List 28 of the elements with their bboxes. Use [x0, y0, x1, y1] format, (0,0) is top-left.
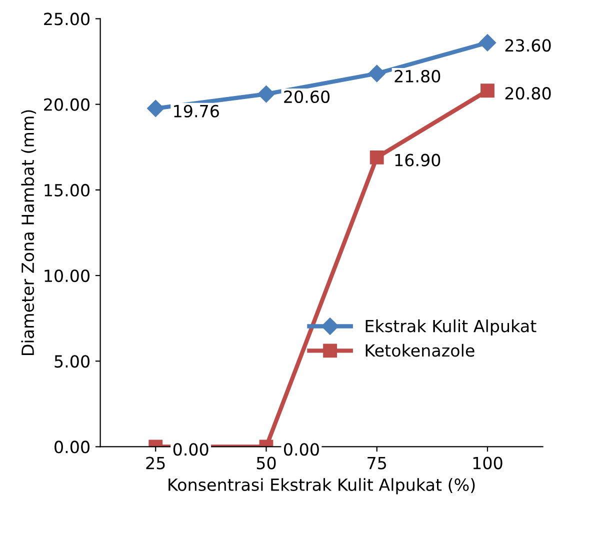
- legend-label: Ketokenazole: [366, 344, 474, 357]
- data-label: 20.80: [505, 87, 551, 100]
- y-axis-title: Diameter Zona Hambat (mm): [21, 110, 36, 356]
- y-tick-label: 20.00: [44, 98, 90, 111]
- y-tick-label: 10.00: [44, 269, 90, 282]
- data-label: 23.60: [505, 39, 551, 52]
- y-tick-label: 25.00: [44, 12, 90, 26]
- y-tick-label: 0.00: [54, 440, 90, 454]
- x-tick-label: 75: [368, 456, 386, 470]
- point: [258, 86, 275, 103]
- data-label: 16.90: [395, 154, 440, 166]
- x-axis-title: Konsentrasi Ekstrak Kulit Alpukat (%): [168, 478, 475, 494]
- data-label: 0.00: [284, 443, 319, 456]
- data-label: 21.80: [394, 70, 440, 83]
- data-label: 0.00: [173, 443, 208, 456]
- legend-label: Ekstrak Kulit Alpukat: [366, 319, 536, 336]
- point: [478, 34, 496, 52]
- y-tick-label: 15.00: [44, 184, 90, 196]
- data-label: 19.76: [174, 104, 219, 118]
- x-tick-label: 25: [146, 456, 165, 470]
- point: [147, 100, 164, 117]
- point: [368, 64, 386, 82]
- x-tick-label: 100: [473, 456, 502, 470]
- y-tick-label: 5.00: [54, 355, 90, 368]
- x-tick-label: 50: [256, 456, 276, 470]
- data-label: 20.60: [284, 90, 330, 104]
- point: [370, 150, 384, 164]
- point: [480, 84, 494, 98]
